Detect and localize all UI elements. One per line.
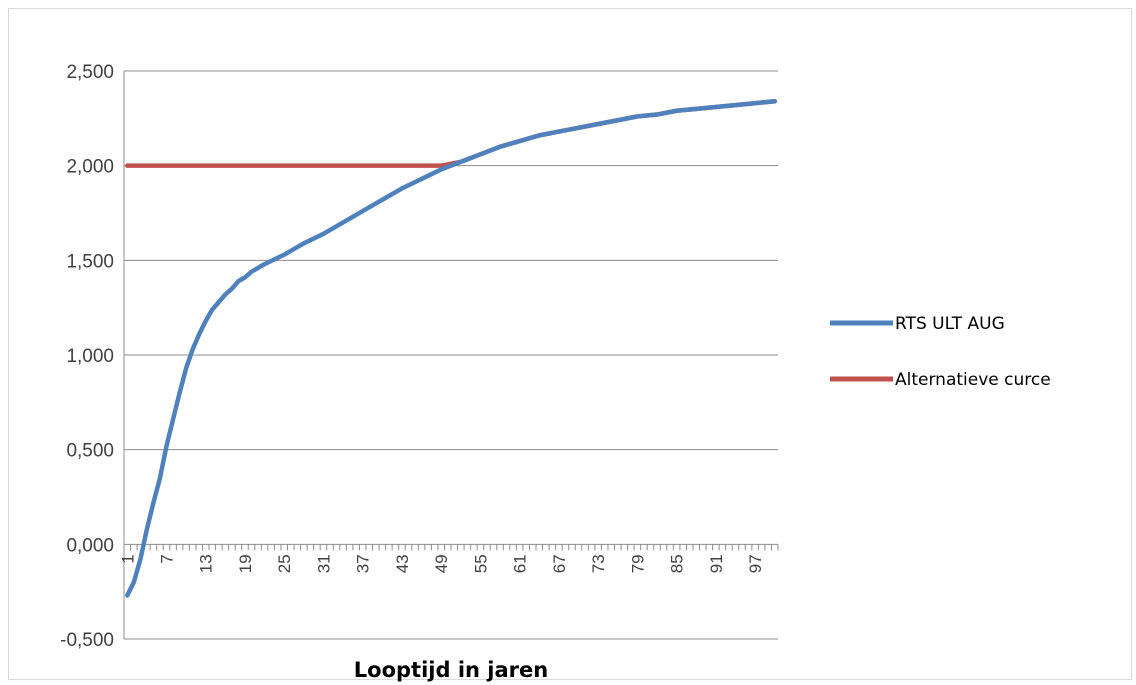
x-tick-label: 25 bbox=[275, 554, 294, 573]
x-tick-label: 43 bbox=[393, 554, 412, 573]
x-tick-label: 73 bbox=[589, 554, 608, 573]
y-tick-label: 1,500 bbox=[66, 251, 114, 272]
y-tick-label: 0,000 bbox=[66, 535, 114, 556]
legend: RTS ULT AUG Alternatieve curce bbox=[830, 314, 1051, 390]
x-tick-label: 13 bbox=[197, 554, 216, 573]
x-tick-label: 67 bbox=[550, 554, 569, 573]
y-tick-label: 0,500 bbox=[66, 441, 114, 462]
y-axis-tick-labels: -0,500 0,000 0,500 1,000 1,500 2,000 2,500 bbox=[60, 62, 114, 651]
x-tick-label: 31 bbox=[314, 554, 333, 573]
chart-frame bbox=[8, 8, 1132, 680]
x-tick-label: 61 bbox=[511, 554, 530, 573]
x-tick-label: 1 bbox=[118, 554, 137, 563]
x-tick-label: 37 bbox=[354, 554, 373, 573]
y-tick-label: 1,000 bbox=[66, 346, 114, 367]
series-line-rts-ult-aug bbox=[125, 99, 777, 598]
x-tick-label: 55 bbox=[471, 554, 490, 573]
y-tick-label: 2,500 bbox=[66, 62, 114, 83]
x-tick-label: 85 bbox=[668, 554, 687, 573]
y-tick-label: -0,500 bbox=[60, 630, 114, 651]
series-lines bbox=[125, 99, 777, 598]
x-tick-label: 19 bbox=[236, 554, 255, 573]
legend-label: RTS ULT AUG bbox=[895, 314, 1005, 334]
x-tick-label: 49 bbox=[432, 554, 451, 573]
x-tick-label: 79 bbox=[628, 554, 647, 573]
gridlines bbox=[124, 70, 778, 640]
legend-label: Alternatieve curce bbox=[895, 370, 1051, 390]
x-axis-label: Looptijd in jaren bbox=[354, 658, 548, 682]
x-tick-label: 91 bbox=[707, 554, 726, 573]
x-tick-label: 7 bbox=[158, 554, 177, 563]
x-axis-tick-labels: 1 7 13 19 25 31 37 43 49 55 61 67 73 79 85 91 97 bbox=[118, 554, 765, 573]
x-tick-label: 97 bbox=[746, 554, 765, 573]
y-tick-label: 2,000 bbox=[66, 157, 114, 178]
